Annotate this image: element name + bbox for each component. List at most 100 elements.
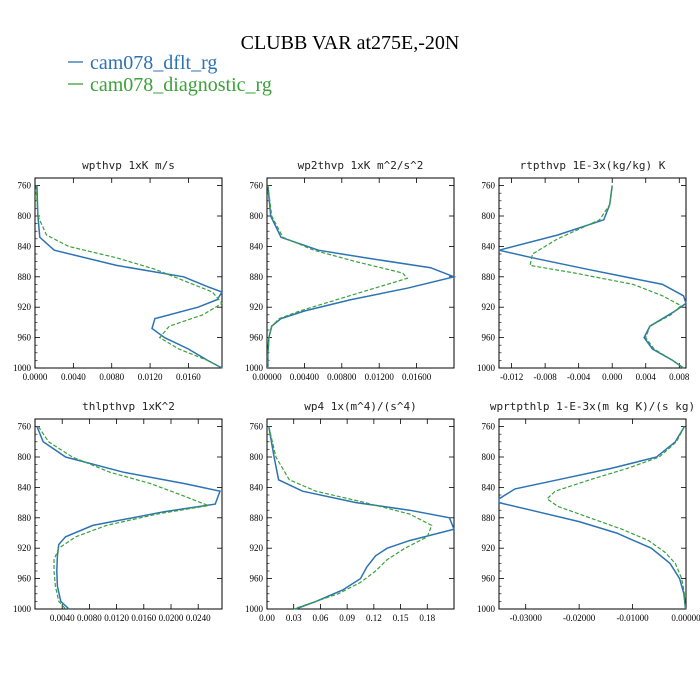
y-tick-label: 880 [250, 513, 264, 523]
series-line-dflt [268, 426, 456, 610]
y-tick-label: 840 [482, 482, 496, 492]
series-line-dflt [498, 426, 687, 610]
y-tick-label: 840 [18, 482, 32, 492]
y-tick-label: 960 [18, 574, 32, 584]
chart-panel-1: wpthvp 1xK m/s76080084088092096010000.00… [13, 159, 224, 382]
y-tick-label: 960 [482, 574, 496, 584]
y-tick-label: 920 [482, 302, 496, 312]
plot-frame [498, 177, 687, 369]
y-tick-label: 760 [18, 422, 32, 432]
y-tick-label: 800 [250, 211, 264, 221]
legend: cam078_dflt_rg cam078_diagnostic_rg [68, 52, 272, 96]
panel-title: wpthvp 1xK m/s [82, 159, 175, 172]
x-tick-label: 0.00 [259, 613, 275, 623]
x-tick-label: 0.0080 [77, 613, 102, 623]
x-tick-label: -0.02000 [563, 613, 596, 623]
x-tick-label: 0.0160 [131, 613, 156, 623]
y-tick-label: 840 [482, 241, 496, 251]
series-line-dflt [498, 185, 687, 369]
y-tick-label: 840 [250, 482, 264, 492]
y-tick-label: 960 [250, 333, 264, 343]
series-line-diagnostic [268, 426, 433, 610]
x-tick-label: 0.06 [313, 613, 329, 623]
x-tick-label: 0.0080 [99, 372, 124, 382]
x-tick-label: 0.0120 [138, 372, 163, 382]
y-tick-label: 760 [482, 422, 496, 432]
y-tick-label: 880 [18, 513, 32, 523]
plot-frame [34, 418, 223, 610]
x-tick-label: 0.0240 [186, 613, 211, 623]
y-tick-label: 840 [250, 241, 264, 251]
y-tick-label: 760 [250, 422, 264, 432]
x-tick-label: 0.00400 [290, 372, 320, 382]
x-tick-label: -0.004 [567, 372, 591, 382]
series-line-diagnostic [529, 185, 684, 369]
y-tick-label: 1000 [477, 604, 496, 614]
y-tick-label: 1000 [13, 363, 32, 373]
x-tick-label: 0.01600 [402, 372, 432, 382]
y-tick-label: 960 [18, 333, 32, 343]
series-line-diagnostic [267, 185, 409, 368]
x-tick-label: 0.0000 [23, 372, 48, 382]
panels: wpthvp 1xK m/s76080084088092096010000.00… [13, 159, 700, 623]
x-tick-label: 0.00000 [252, 372, 282, 382]
x-tick-label: 0.15 [393, 613, 409, 623]
y-tick-label: 1000 [245, 604, 264, 614]
plot-frame [266, 418, 455, 610]
chart-panel-3: rtpthvp 1E-3x(kg/kg) K 760 800 840 880 920 960… [477, 159, 690, 382]
y-tick-label: 880 [18, 272, 32, 282]
x-tick-label: 0.00800 [327, 372, 357, 382]
x-tick-label: 0.0160 [176, 372, 201, 382]
y-tick-label: 880 [250, 272, 264, 282]
x-tick-label: 0.0120 [104, 613, 129, 623]
y-tick-label: 1000 [13, 604, 32, 614]
x-tick-label: 0.12 [366, 613, 382, 623]
chart-panel-2: wp2thvp 1xK m^2/s^2 760 800 840 880 920 960 100… [245, 159, 457, 382]
x-tick-label: 0.0200 [159, 613, 184, 623]
panel-title: wprtpthlp 1-E-3x(m kg K)/(s kg) [490, 400, 695, 413]
x-tick-label: 0.09 [339, 613, 355, 623]
y-tick-label: 880 [482, 272, 496, 282]
legend-label-dflt: cam078_dflt_rg [90, 52, 217, 74]
y-tick-label: 800 [482, 452, 496, 462]
panel-title: wp4 1x(m^4)/(s^4) [304, 400, 417, 413]
y-tick-label: 960 [250, 574, 264, 584]
x-tick-label: 0.01200 [365, 372, 395, 382]
legend-entry-dflt: cam078_dflt_rg [68, 52, 217, 74]
panel-title: wp2thvp 1xK m^2/s^2 [298, 159, 424, 172]
y-tick-label: 800 [18, 211, 32, 221]
panel-title: thlpthvp 1xK^2 [82, 400, 175, 413]
y-tick-label: 920 [18, 543, 32, 553]
series-line-dflt [36, 185, 224, 369]
plot-frame [498, 418, 687, 610]
x-tick-label: -0.008 [533, 372, 557, 382]
x-tick-label: 0.18 [419, 613, 435, 623]
plot-frame [266, 177, 455, 369]
y-tick-label: 920 [250, 302, 264, 312]
chart-panel-5: wp4 1x(m^4)/(s^4)76080084088092096010000… [245, 400, 456, 623]
y-tick-label: 1000 [245, 363, 264, 373]
y-tick-label: 800 [482, 211, 496, 221]
y-tick-label: 800 [250, 452, 264, 462]
y-tick-label: 760 [482, 181, 496, 191]
y-tick-label: 960 [482, 333, 496, 343]
legend-label-diagnostic: cam078_diagnostic_rg [90, 74, 272, 96]
y-tick-label: 840 [18, 241, 32, 251]
figure-title: CLUBB VAR at275E,-20N [241, 32, 460, 54]
x-tick-label: 0.00000 [671, 613, 700, 623]
x-tick-label: -0.012 [500, 372, 523, 382]
panel-title: rtpthvp 1E-3x(kg/kg) K [520, 159, 666, 172]
series-line-dflt [36, 426, 222, 610]
y-tick-label: 760 [18, 181, 32, 191]
series-line-diagnostic [37, 426, 211, 610]
x-tick-label: 0.004 [636, 372, 657, 382]
y-tick-label: 760 [250, 181, 264, 191]
y-tick-label: 920 [482, 543, 496, 553]
y-tick-label: 920 [18, 302, 32, 312]
legend-entry-diagnostic: cam078_diagnostic_rg [68, 74, 272, 96]
x-tick-label: 0.0040 [50, 613, 75, 623]
x-tick-label: 0.000 [602, 372, 623, 382]
x-tick-label: -0.03000 [510, 613, 543, 623]
chart-panel-6: wprtpthlp 1-E-3x(m kg K)/(s kg) 760 800 840… [477, 400, 700, 623]
